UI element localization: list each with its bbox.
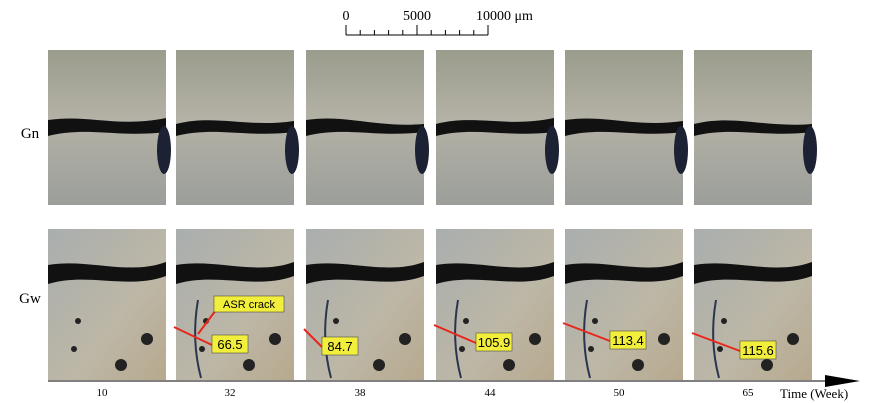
pore	[115, 359, 127, 371]
photo	[306, 229, 424, 380]
row-label: Gw	[19, 291, 41, 307]
crack-width: 115.6	[742, 343, 774, 358]
void	[674, 126, 688, 174]
axis-label: Time (Week)	[780, 386, 848, 401]
time-label: 50	[614, 387, 626, 399]
figure: 66.5 84.7 105.9 113.4 115.6 ASR crack Time (W…	[0, 0, 880, 403]
pore	[463, 318, 469, 324]
pore	[269, 333, 281, 345]
pore	[717, 346, 723, 352]
time-label: 38	[355, 387, 367, 399]
pore	[459, 346, 465, 352]
pore	[199, 346, 205, 352]
photo	[48, 229, 166, 380]
pore	[658, 333, 670, 345]
pore	[588, 346, 594, 352]
pore	[761, 359, 773, 371]
pore	[399, 333, 411, 345]
pore	[632, 359, 644, 371]
void	[157, 126, 171, 174]
panels: 66.5 84.7 105.9 113.4 115.6 ASR crack	[48, 50, 817, 380]
time-label: 32	[225, 387, 236, 399]
pore	[529, 333, 541, 345]
crack-width: 105.9	[478, 335, 511, 350]
pore	[243, 359, 255, 371]
void	[415, 126, 429, 174]
crack-width: 113.4	[612, 333, 644, 348]
time-label: 10	[97, 387, 109, 399]
photo	[565, 229, 683, 380]
pore	[141, 333, 153, 345]
pore	[503, 359, 515, 371]
time-label: 44	[485, 387, 497, 399]
annotation: ASR crack	[223, 299, 275, 311]
void	[285, 126, 299, 174]
pore	[373, 359, 385, 371]
pore	[721, 318, 727, 324]
void	[545, 126, 559, 174]
scale-label: 5000	[403, 9, 431, 24]
scale-label: 10000 μm	[476, 9, 533, 24]
scale-label: 0	[343, 9, 350, 24]
pore	[71, 346, 77, 352]
crack-width: 66.5	[217, 337, 242, 352]
crack-width: 84.7	[327, 339, 352, 354]
pore	[75, 318, 81, 324]
void	[803, 126, 817, 174]
pore	[333, 318, 339, 324]
time-label: 65	[743, 387, 755, 399]
photo	[436, 229, 554, 380]
pore	[592, 318, 598, 324]
pore	[787, 333, 799, 345]
row-label: Gn	[21, 126, 40, 142]
